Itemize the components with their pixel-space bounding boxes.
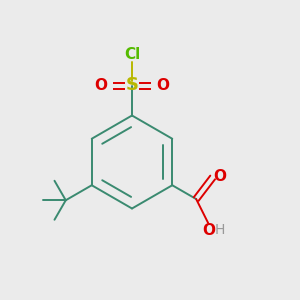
Text: Cl: Cl [124, 47, 140, 62]
Text: S: S [125, 76, 139, 94]
Text: O: O [157, 78, 170, 93]
Text: O: O [213, 169, 226, 184]
Text: H: H [214, 223, 225, 237]
Text: O: O [94, 78, 107, 93]
Text: O: O [202, 223, 215, 238]
